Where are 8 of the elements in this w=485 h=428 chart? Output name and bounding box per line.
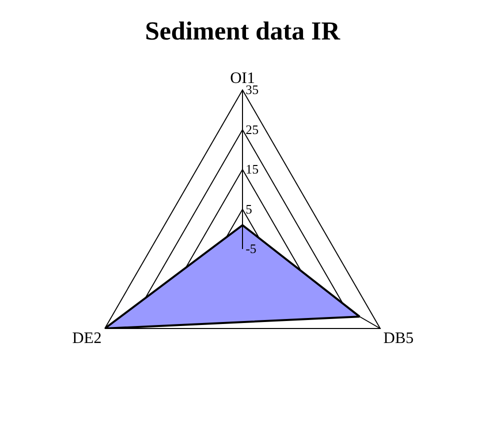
y-tick-label: -5 (246, 241, 256, 256)
y-tick-label: 15 (246, 162, 259, 177)
y-tick-label: 5 (246, 201, 252, 216)
spoke-label: DE2 (72, 330, 102, 348)
spoke-label: DB5 (383, 330, 414, 348)
y-tick-label: 35 (246, 82, 259, 98)
chart-title: Sediment data IR (144, 16, 340, 46)
y-tick-label: 25 (246, 122, 259, 137)
